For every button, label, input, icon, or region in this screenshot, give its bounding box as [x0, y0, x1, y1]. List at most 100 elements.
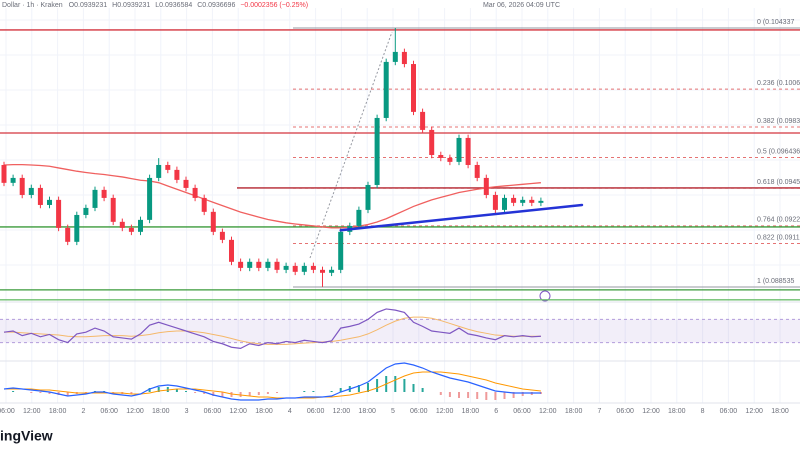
candle-body — [329, 269, 335, 273]
x-tick-label: 06:00 — [720, 408, 738, 415]
x-tick-label: 06:00 — [0, 408, 15, 415]
macd-histogram — [148, 388, 151, 392]
macd-histogram — [130, 392, 133, 394]
x-tick-label: 18:00 — [771, 408, 789, 415]
candle-body — [383, 61, 389, 118]
candle-body — [128, 227, 134, 232]
macd-histogram — [421, 388, 424, 392]
macd-histogram — [494, 392, 497, 400]
ohlc-high: H0.0939231 — [112, 2, 150, 9]
x-tick-label: 12:00 — [126, 408, 144, 415]
x-tick-label: 06:00 — [410, 408, 428, 415]
header: Dollar · 1h · Kraken O0.0939231 H0.09392… — [2, 2, 308, 9]
candle-body — [238, 261, 244, 268]
candle-body — [474, 164, 480, 178]
candle-body — [56, 199, 62, 228]
candle-body — [438, 154, 444, 158]
candle-body — [447, 157, 453, 162]
candle-body — [28, 187, 34, 195]
candle-body — [483, 177, 489, 195]
x-tick-label: 18:00 — [255, 408, 273, 415]
macd-histogram — [257, 392, 260, 395]
macd-histogram — [339, 388, 342, 392]
candle-body — [283, 265, 289, 270]
macd-histogram — [376, 379, 379, 392]
x-tick-label: 06:00 — [513, 408, 531, 415]
x-tick-label: 12:00 — [745, 408, 763, 415]
x-tick-label: 12:00 — [436, 408, 454, 415]
candle-body — [520, 199, 526, 203]
x-tick-label: 12:00 — [333, 408, 351, 415]
event-icon — [539, 290, 551, 302]
candle-body — [37, 187, 43, 205]
x-tick-label: 18:00 — [462, 408, 480, 415]
x-tick-label: 18:00 — [152, 408, 170, 415]
x-tick-label: 18:00 — [668, 408, 686, 415]
candle-body — [310, 265, 316, 270]
macd-histogram — [48, 392, 51, 394]
published: Mar 06, 2026 04:09 UTC — [483, 2, 560, 9]
macd-histogram — [203, 392, 206, 394]
candle-body — [92, 189, 98, 208]
candle-body — [156, 164, 162, 178]
macd-histogram — [157, 387, 160, 392]
fib-anchor — [309, 31, 393, 259]
candle-body — [110, 197, 116, 222]
x-tick-label: 06:00 — [616, 408, 634, 415]
candle-body — [229, 239, 234, 262]
macd-histogram — [248, 392, 251, 396]
macd-histogram — [412, 384, 415, 392]
macd-histogram — [212, 392, 215, 396]
macd-histogram — [12, 391, 15, 392]
candle-body — [19, 177, 25, 195]
candle-body — [320, 269, 325, 273]
macd-histogram — [221, 392, 224, 397]
candle-body — [138, 219, 143, 232]
candle-body — [456, 137, 462, 162]
macd-histogram — [30, 392, 33, 393]
macd-histogram — [485, 392, 488, 400]
candle-body — [401, 51, 407, 65]
trendline — [339, 203, 584, 232]
macd-histogram — [330, 391, 333, 392]
macd-histogram — [467, 392, 470, 398]
macd-histogram — [303, 391, 306, 392]
rsi-line — [3, 308, 541, 350]
ohlc-change: −0.0002356 (−0.25%) — [240, 2, 308, 9]
candle-body — [529, 199, 535, 203]
candle-body — [83, 207, 89, 215]
candle-body — [429, 129, 435, 155]
fib-label: 0.236 (0.100608 — [757, 80, 800, 87]
brand: ingView — [0, 428, 53, 444]
x-tick-label: 5 — [391, 408, 395, 415]
candle-body — [101, 189, 107, 198]
x-tick-label: 2 — [81, 408, 85, 415]
macd-histogram — [276, 392, 278, 393]
macd-histogram — [448, 392, 451, 397]
macd-histogram — [175, 389, 178, 392]
candle-body — [119, 221, 125, 228]
candle-body — [502, 197, 507, 210]
candle-body — [511, 197, 517, 203]
x-tick-label: 06:00 — [307, 408, 325, 415]
fib-label: 0.764 (0.092264 — [757, 217, 800, 224]
grid — [0, 8, 800, 403]
x-tick-label: 4 — [288, 408, 292, 415]
x-tick-label: 12:00 — [229, 408, 247, 415]
macd-histogram — [403, 379, 406, 392]
candle-body — [538, 200, 544, 203]
macd-line — [3, 362, 541, 401]
x-tick-label: 06:00 — [100, 408, 118, 415]
moving-average — [3, 164, 541, 229]
x-tick-label: 6 — [494, 408, 498, 415]
macd-histogram — [357, 385, 360, 392]
candle-body — [10, 177, 16, 183]
macd-histogram — [185, 391, 187, 392]
candle-body — [465, 137, 471, 165]
candle-body — [301, 265, 307, 272]
x-tick-label: 12:00 — [642, 408, 660, 415]
candle-body — [65, 227, 71, 242]
macd-histogram — [512, 392, 515, 398]
